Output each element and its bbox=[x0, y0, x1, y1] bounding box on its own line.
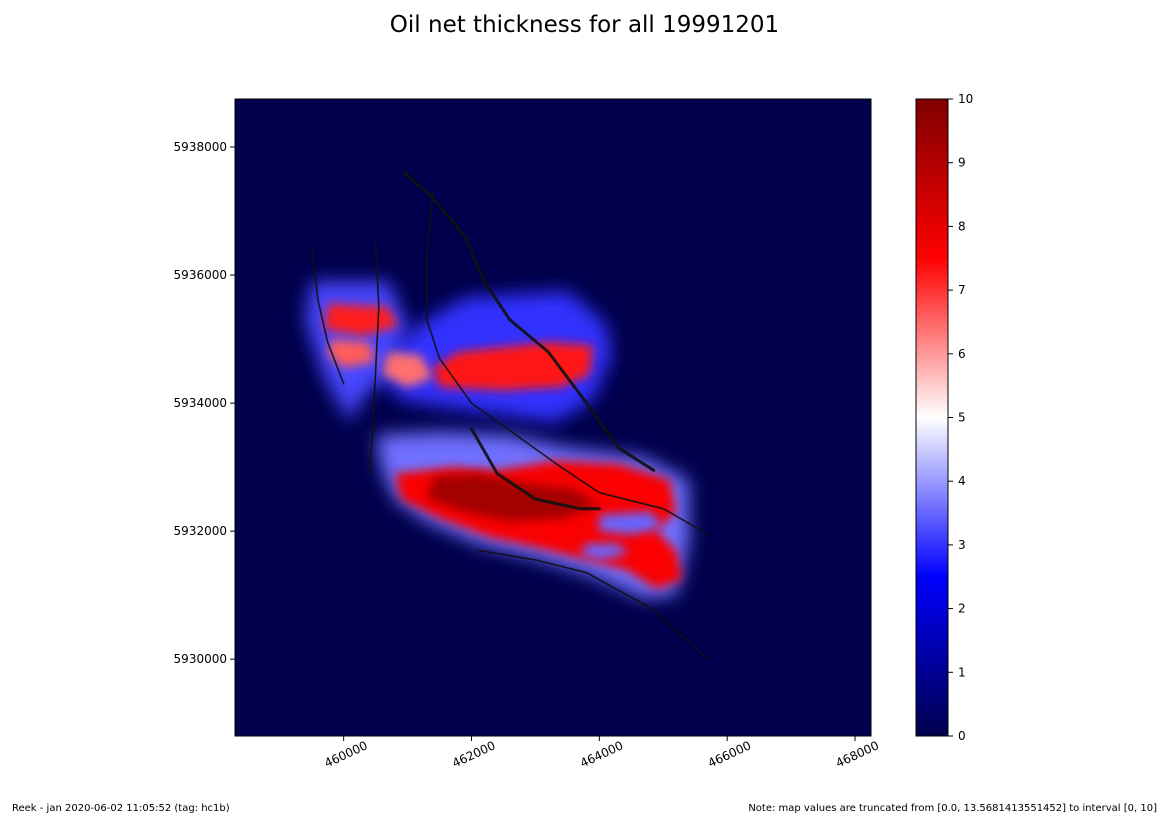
x-tick-label-2: 464000 bbox=[578, 738, 625, 770]
y-axis: 5930000 5932000 5934000 5936000 5938000 bbox=[174, 140, 235, 666]
heat-region-6 bbox=[382, 351, 434, 388]
y-tick-label-2: 5934000 bbox=[174, 396, 227, 410]
colorbar-tick-label-6: 6 bbox=[958, 347, 966, 361]
fault-line-1 bbox=[310, 245, 345, 385]
x-tick-label-0: 460000 bbox=[322, 738, 369, 770]
colorbar-tick-label-4: 4 bbox=[958, 474, 966, 488]
colorbar bbox=[915, 98, 949, 737]
chart-title: Oil net thickness for all 19991201 bbox=[389, 12, 780, 38]
heatmap-layer bbox=[305, 281, 689, 599]
colorbar-axis: 0 1 2 3 4 5 6 7 8 9 10 bbox=[948, 92, 973, 743]
colorbar-tick-label-1: 1 bbox=[958, 665, 966, 679]
x-tick-label-4: 468000 bbox=[834, 738, 881, 770]
fault-line-5 bbox=[470, 427, 601, 511]
heat-region-5 bbox=[327, 339, 376, 368]
colorbar-tick-label-7: 7 bbox=[958, 283, 966, 297]
colorbar-tick-label-9: 9 bbox=[958, 156, 966, 170]
x-axis: 460000 462000 464000 466000 468000 bbox=[322, 736, 881, 770]
heat-region-4 bbox=[324, 303, 398, 336]
y-tick-label-1: 5932000 bbox=[174, 524, 227, 538]
colorbar-tick-label-2: 2 bbox=[958, 602, 966, 616]
heat-region-10 bbox=[599, 511, 664, 535]
colorbar-tick-label-3: 3 bbox=[958, 538, 966, 552]
colorbar-tick-label-8: 8 bbox=[958, 219, 966, 233]
colorbar-tick-label-5: 5 bbox=[958, 411, 966, 425]
heat-region-9 bbox=[426, 473, 600, 522]
colorbar-tick-label-10: 10 bbox=[958, 92, 973, 106]
y-tick-label-3: 5936000 bbox=[174, 268, 227, 282]
heat-region-7 bbox=[433, 342, 593, 391]
fault-line-2 bbox=[368, 242, 380, 475]
fault-line-6 bbox=[477, 549, 709, 660]
fault-lines bbox=[310, 171, 709, 660]
colorbar-tick-label-0: 0 bbox=[958, 729, 966, 743]
y-tick-label-4: 5938000 bbox=[174, 140, 227, 154]
fault-line-3 bbox=[402, 171, 656, 472]
x-tick-label-1: 462000 bbox=[450, 738, 497, 770]
x-tick-label-3: 466000 bbox=[706, 738, 753, 770]
plot-frame bbox=[234, 98, 872, 737]
heat-region-11 bbox=[580, 543, 629, 560]
footer-truncation-note: Note: map values are truncated from [0.0… bbox=[748, 803, 1157, 814]
y-tick-label-0: 5930000 bbox=[174, 652, 227, 666]
fault-line-4 bbox=[426, 191, 709, 536]
footer-source-info: Reek - jan 2020-06-02 11:05:52 (tag: hc1… bbox=[12, 803, 230, 814]
